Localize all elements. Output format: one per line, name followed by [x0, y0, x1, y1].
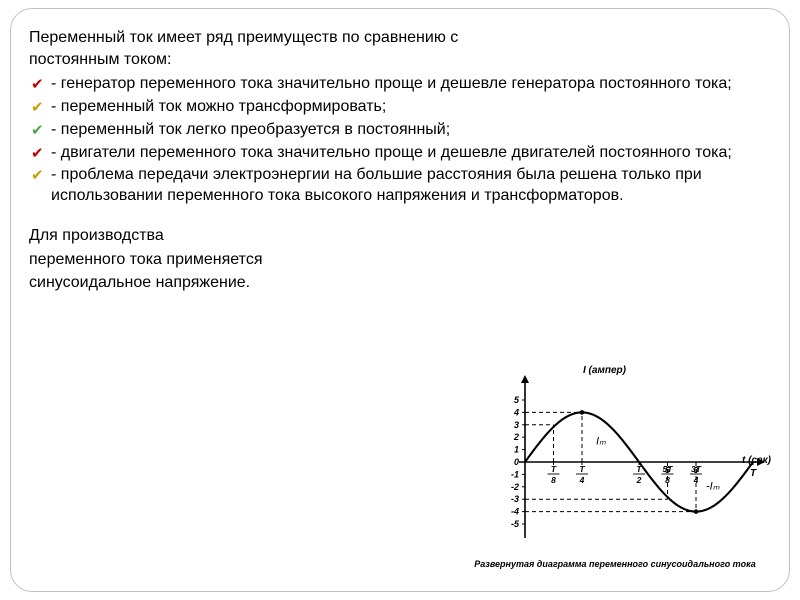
- closing-line-2: переменного тока применяется: [29, 249, 771, 271]
- slide-frame: Переменный ток имеет ряд преимуществ по …: [10, 8, 790, 592]
- svg-text:1: 1: [514, 445, 519, 455]
- svg-text:3: 3: [514, 420, 519, 430]
- svg-text:4: 4: [579, 475, 585, 485]
- y-axis-label: I (ампер): [583, 365, 626, 376]
- intro-line-1: Переменный ток имеет ряд преимуществ по …: [29, 27, 771, 49]
- bullet-item: - переменный ток можно трансформировать;: [29, 97, 771, 118]
- bullet-item: - переменный ток легко преобразуется в п…: [29, 120, 771, 141]
- svg-text:-3: -3: [511, 494, 519, 504]
- svg-text:0: 0: [514, 457, 519, 467]
- bullet-item: - двигатели переменного тока значительно…: [29, 143, 771, 164]
- sine-chart: I (ампер) t (сек) 543210-1-2-3-4-553T8T4…: [465, 367, 765, 567]
- svg-text:-1: -1: [511, 469, 519, 479]
- x-axis-label: t (сек): [742, 455, 771, 466]
- svg-text:T: T: [750, 468, 757, 479]
- closing-line-1: Для производства: [29, 225, 771, 247]
- svg-text:5: 5: [514, 395, 520, 405]
- svg-text:T: T: [551, 464, 557, 474]
- svg-text:Iₘ: Iₘ: [596, 435, 606, 447]
- bullet-item: - проблема передачи электроэнергии на бо…: [29, 165, 771, 207]
- intro-text: Переменный ток имеет ряд преимуществ по …: [29, 27, 771, 70]
- svg-text:T: T: [579, 464, 585, 474]
- svg-text:8: 8: [551, 475, 556, 485]
- svg-text:-4: -4: [511, 507, 519, 517]
- svg-text:2: 2: [636, 475, 642, 485]
- svg-text:-2: -2: [511, 482, 519, 492]
- chart-caption: Развернутая диаграмма переменного синусо…: [465, 559, 765, 569]
- svg-text:-Iₘ: -Iₘ: [706, 481, 720, 493]
- closing-line-3: синусоидальное напряжение.: [29, 272, 771, 294]
- bullet-item: - генератор переменного тока значительно…: [29, 74, 771, 95]
- svg-text:-5: -5: [511, 519, 520, 529]
- bullet-list: - генератор переменного тока значительно…: [29, 74, 771, 207]
- sine-chart-svg: 543210-1-2-3-4-553T8T4T25T83T4TIₘ-Iₘ: [465, 367, 765, 547]
- svg-text:4: 4: [513, 407, 519, 417]
- closing-text: Для производства переменного тока примен…: [29, 225, 771, 294]
- svg-text:2: 2: [513, 432, 519, 442]
- intro-line-2: постоянным током:: [29, 49, 771, 71]
